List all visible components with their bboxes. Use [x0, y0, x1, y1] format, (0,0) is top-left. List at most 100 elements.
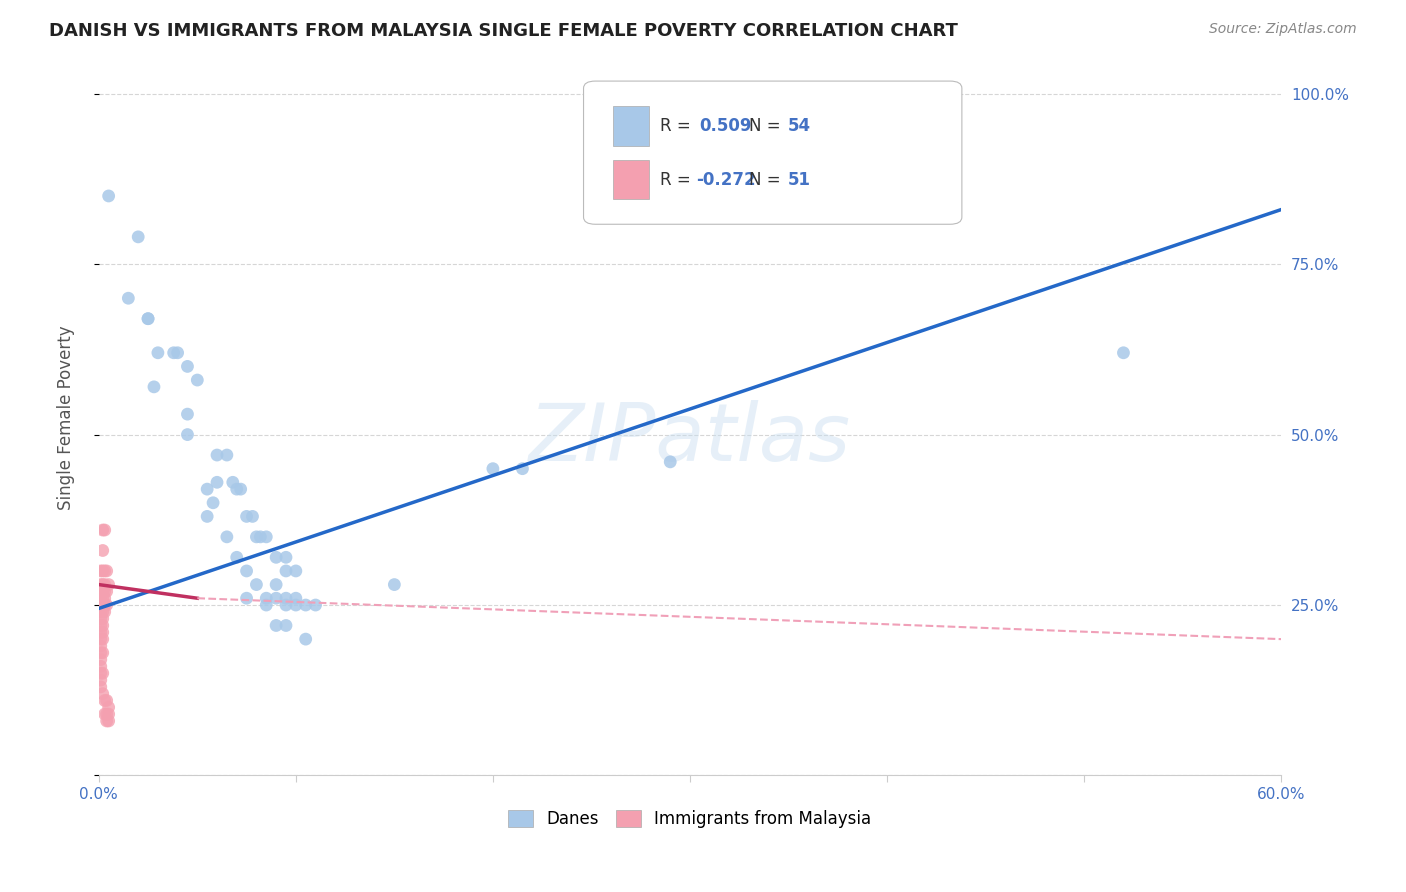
Point: [274, 550, 297, 565]
Point: [97, 189, 120, 203]
Point: [91, 632, 114, 647]
Point: [90, 673, 112, 687]
Point: [482, 461, 505, 475]
Point: [93, 564, 115, 578]
Point: [96, 598, 118, 612]
Point: [93, 523, 115, 537]
Point: [91, 584, 114, 599]
Point: [90, 564, 112, 578]
Point: [195, 482, 218, 496]
Point: [176, 359, 198, 374]
Text: Source: ZipAtlas.com: Source: ZipAtlas.com: [1209, 22, 1357, 37]
Point: [304, 598, 326, 612]
Point: [96, 584, 118, 599]
Point: [235, 509, 257, 524]
Point: [90, 652, 112, 666]
Point: [274, 598, 297, 612]
Point: [254, 598, 277, 612]
Point: [284, 598, 307, 612]
Point: [225, 482, 247, 496]
Point: [264, 577, 287, 591]
Point: [127, 230, 149, 244]
Point: [91, 564, 114, 578]
Point: [235, 591, 257, 606]
Point: [117, 291, 139, 305]
Point: [91, 523, 114, 537]
Point: [215, 448, 238, 462]
Text: ZIPatlas: ZIPatlas: [529, 400, 851, 478]
Point: [254, 530, 277, 544]
Point: [90, 625, 112, 640]
Point: [90, 659, 112, 673]
Point: [205, 475, 228, 490]
Text: DANISH VS IMMIGRANTS FROM MALAYSIA SINGLE FEMALE POVERTY CORRELATION CHART: DANISH VS IMMIGRANTS FROM MALAYSIA SINGL…: [49, 22, 957, 40]
Legend: Danes, Immigrants from Malaysia: Danes, Immigrants from Malaysia: [502, 804, 879, 835]
Point: [1112, 345, 1135, 359]
Point: [90, 577, 112, 591]
Point: [245, 530, 267, 544]
Point: [91, 612, 114, 626]
Text: 54: 54: [789, 117, 811, 136]
Point: [97, 714, 120, 728]
Point: [163, 345, 186, 359]
Point: [91, 618, 114, 632]
Point: [96, 564, 118, 578]
Point: [186, 373, 208, 387]
Point: [229, 482, 252, 496]
Point: [136, 311, 159, 326]
Point: [90, 605, 112, 619]
Point: [274, 618, 297, 632]
Point: [294, 632, 316, 647]
Point: [176, 427, 198, 442]
Point: [90, 666, 112, 681]
Text: N =: N =: [749, 117, 786, 136]
Point: [90, 646, 112, 660]
Point: [202, 496, 225, 510]
Point: [512, 461, 534, 475]
Point: [91, 577, 114, 591]
Text: R =: R =: [661, 171, 696, 189]
Point: [91, 543, 114, 558]
Point: [93, 707, 115, 722]
Point: [264, 550, 287, 565]
Text: 51: 51: [789, 171, 811, 189]
Point: [382, 577, 405, 591]
Point: [146, 345, 169, 359]
Point: [96, 714, 118, 728]
Point: [97, 707, 120, 722]
Point: [90, 591, 112, 606]
Point: [90, 598, 112, 612]
Point: [274, 564, 297, 578]
Point: [93, 577, 115, 591]
Bar: [613, 106, 648, 145]
Text: R =: R =: [661, 117, 696, 136]
Point: [90, 639, 112, 653]
Point: [90, 584, 112, 599]
FancyBboxPatch shape: [583, 81, 962, 224]
Point: [91, 625, 114, 640]
Text: 0.509: 0.509: [699, 117, 752, 136]
Point: [294, 598, 316, 612]
Point: [90, 612, 112, 626]
Point: [249, 530, 271, 544]
Point: [242, 509, 264, 524]
Point: [93, 584, 115, 599]
Point: [235, 564, 257, 578]
Point: [97, 577, 120, 591]
Point: [91, 598, 114, 612]
Point: [96, 693, 118, 707]
Point: [245, 577, 267, 591]
Point: [215, 530, 238, 544]
Point: [91, 591, 114, 606]
Text: N =: N =: [749, 171, 786, 189]
Point: [284, 564, 307, 578]
Point: [195, 509, 218, 524]
Y-axis label: Single Female Poverty: Single Female Poverty: [58, 326, 75, 510]
Point: [143, 380, 166, 394]
Point: [264, 591, 287, 606]
Point: [254, 591, 277, 606]
Point: [136, 311, 159, 326]
Point: [284, 591, 307, 606]
Bar: [613, 160, 648, 199]
Point: [90, 618, 112, 632]
